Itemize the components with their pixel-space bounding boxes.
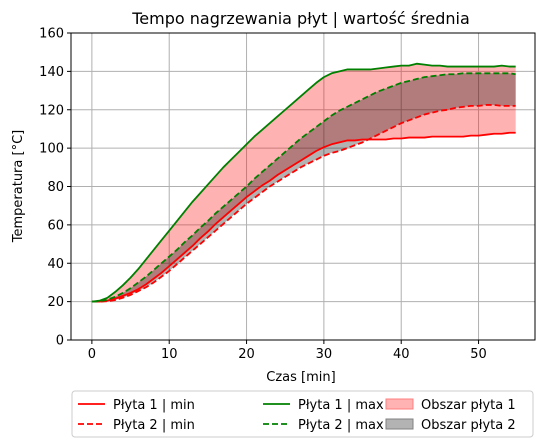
legend-box (71, 390, 534, 438)
x-tick-label: 0 (88, 347, 96, 362)
legend-item: Płyta 2 | max (263, 418, 384, 433)
y-tick-label: 140 (39, 65, 64, 80)
legend-swatch (385, 418, 414, 430)
y-tick-label: 20 (47, 295, 64, 310)
y-axis-label: Temperatura [°C] (11, 130, 26, 243)
x-tick-label: 20 (238, 347, 255, 362)
y-tick-label: 160 (39, 27, 64, 42)
y-tick-label: 0 (56, 334, 64, 349)
legend-label: Płyta 1 | min (113, 398, 195, 413)
area-2 (91, 73, 516, 302)
area-1 (91, 63, 516, 302)
y-tick-label: 120 (39, 103, 64, 118)
legend-label: Płyta 2 | max (298, 418, 384, 433)
legend-label: Płyta 2 | min (113, 418, 195, 433)
series-line-3 (91, 62, 516, 303)
legend-label: Obszar płyta 2 (421, 418, 516, 433)
series-lines (91, 62, 516, 303)
series-line-2 (91, 104, 516, 303)
legend-item: Płyta 1 | max (263, 398, 384, 413)
legend-swatch (385, 398, 414, 410)
series-line-1 (91, 131, 516, 303)
y-tick-label: 40 (47, 257, 64, 272)
y-tick-label: 60 (47, 218, 64, 233)
x-axis-ticks: 0 10 20 30 40 50 (88, 340, 487, 362)
chart-title: Tempo nagrzewania płyt | wartość średnia (131, 9, 470, 28)
y-tick-label: 100 (39, 142, 64, 157)
legend: Płyta 1 | min Płyta 2 | min Płyta 1 | max P… (71, 390, 534, 438)
legend-item: Płyta 1 | min (78, 398, 195, 413)
series-line-4 (91, 72, 516, 303)
y-tick-label: 80 (47, 180, 64, 195)
legend-item: Obszar płyta 1 (385, 398, 516, 413)
x-axis-label: Czas [min] (266, 370, 335, 385)
legend-item: Obszar płyta 2 (385, 418, 516, 433)
x-tick-label: 10 (161, 347, 178, 362)
legend-label: Obszar płyta 1 (421, 398, 516, 413)
areas (91, 63, 516, 302)
legend-label: Płyta 1 | max (298, 398, 384, 413)
x-tick-label: 40 (393, 347, 410, 362)
x-tick-label: 30 (316, 347, 333, 362)
legend-item: Płyta 2 | min (78, 418, 195, 433)
y-axis-ticks: 0 20 40 60 80 100 120 140 160 (39, 27, 71, 349)
x-tick-label: 50 (470, 347, 487, 362)
